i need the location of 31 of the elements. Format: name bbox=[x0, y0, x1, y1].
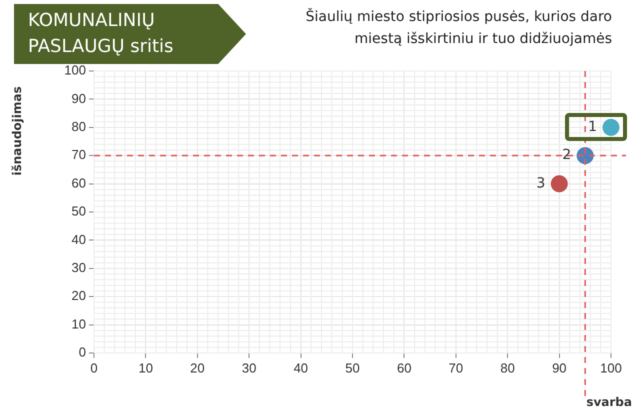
x-tick-label: 100 bbox=[600, 360, 622, 376]
y-tick-label: 70 bbox=[72, 147, 86, 162]
annotation: 1 bbox=[588, 119, 597, 136]
y-tick-label: 50 bbox=[72, 204, 86, 219]
y-tick-label: 20 bbox=[72, 288, 86, 304]
chart-title: KOMUNALINIŲ PASLAUGŲ sritis bbox=[28, 9, 174, 59]
x-tick-label: 40 bbox=[294, 360, 308, 376]
annotation: 3 bbox=[536, 175, 546, 192]
y-tick-label: 60 bbox=[72, 175, 86, 190]
x-tick-label: 90 bbox=[552, 360, 567, 376]
point bbox=[550, 175, 568, 192]
x-tick-label: 60 bbox=[396, 360, 412, 376]
x-tick-label: 50 bbox=[345, 360, 360, 376]
x-tick-label: 10 bbox=[138, 360, 153, 376]
x-tick-label: 70 bbox=[448, 360, 464, 376]
x-tick-label: 20 bbox=[190, 360, 205, 376]
x-axis-title: svarba bbox=[586, 395, 632, 410]
x-tick-label: 30 bbox=[242, 360, 256, 376]
x-tick-label: 80 bbox=[500, 360, 515, 376]
y-tick-label: 40 bbox=[72, 232, 86, 247]
y-tick-label: 30 bbox=[72, 260, 86, 275]
y-tick-label: 0 bbox=[78, 344, 86, 360]
y-tick-label: 90 bbox=[72, 90, 86, 106]
x-tick-label: 0 bbox=[90, 360, 98, 376]
chart-subtitle: Šiaulių miesto stipriosios pusės, kurios daro miestą išskirtiniu ir tuo didžiuojamės bbox=[304, 7, 612, 49]
y-tick-label: 10 bbox=[72, 316, 86, 332]
y-tick-label: 80 bbox=[72, 118, 86, 134]
point bbox=[602, 118, 620, 136]
y-tick-label: 100 bbox=[64, 62, 86, 78]
y-axis-title: išnaudojimas bbox=[10, 86, 24, 176]
annotation: 2 bbox=[562, 147, 572, 164]
